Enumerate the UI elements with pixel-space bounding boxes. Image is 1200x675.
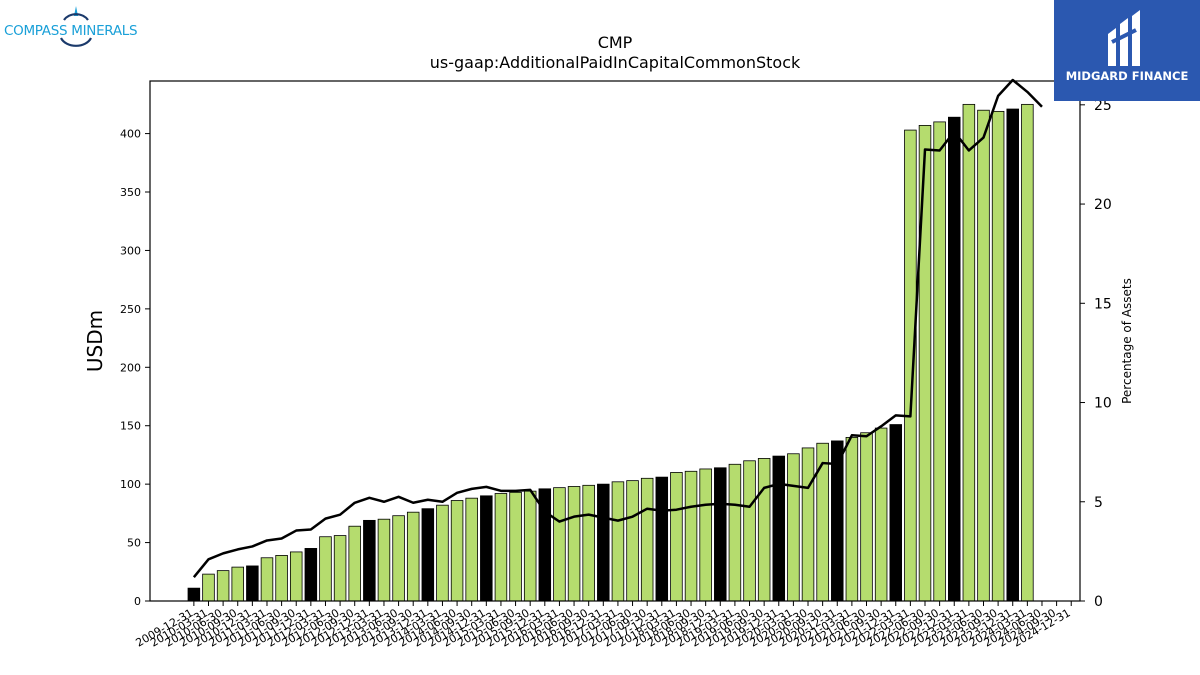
y-axis-label: USDm [83,310,107,372]
bar [655,476,669,602]
bar [991,110,1005,602]
bar [260,557,274,602]
bar [948,116,961,602]
bar [684,470,698,602]
bar [363,519,376,602]
bar [977,109,990,602]
bar [845,436,859,602]
bar [246,565,259,602]
bar [860,432,873,602]
y2-tick-label: 25 [1094,98,1112,114]
bar [918,125,932,602]
bar [275,555,288,602]
bar [421,508,435,602]
bar [728,463,742,602]
bar [699,468,712,602]
bar [889,424,903,602]
bar [480,495,493,602]
bar [494,493,508,602]
line-group [192,78,1043,578]
bar [597,483,610,602]
bar [377,518,391,602]
y-tick-label: 150 [120,420,141,433]
y-tick-label: 400 [120,128,141,141]
y-tick-label: 350 [120,186,141,199]
percentage-line [192,78,1043,578]
bar [231,566,244,602]
bar [319,536,332,602]
bar [1021,103,1034,602]
compass-minerals-logo: COMPASS MINERALS [4,4,154,54]
bar [611,481,625,602]
bar [640,477,654,602]
bar [216,570,230,602]
axes-group: 0 50 100 150 200 250 300 350 400 0 5 10 15 20 25 [120,80,1112,610]
y-tick-label: 0 [134,595,141,608]
y-tick-label: 300 [120,244,141,257]
bar [757,458,771,602]
bar [904,129,917,602]
y-tick-label: 250 [120,303,141,316]
bar [202,573,215,602]
y2-tick-label: 20 [1094,197,1112,213]
bar [304,548,318,602]
bar [626,480,639,602]
y2-axis-label: Percentage of Assets [1120,278,1134,404]
bar [582,484,595,602]
plot-frame [149,80,1081,602]
bar [465,497,478,602]
y2-tick-label: 15 [1094,296,1112,312]
y2-tick-label: 5 [1094,495,1103,511]
bar [333,535,347,602]
bar [962,103,976,602]
compass-minerals-wordmark: COMPASS MINERALS [4,23,138,39]
chart-subtitle: us-gaap:AdditionalPaidInCapitalCommonSto… [430,53,801,72]
x-ticks-group: 2009-12-312010-03-312010-06-302010-09-30… [133,601,1073,650]
bar [874,427,888,602]
bar [714,467,727,602]
y2-tick-label: 10 [1094,396,1112,412]
bar [816,442,829,602]
compass-icon [60,6,92,47]
bar [772,455,786,602]
bar [289,551,303,602]
bar [743,460,756,602]
bar [187,587,201,602]
y-tick-label: 200 [120,361,141,374]
bar [509,491,522,602]
bar [436,504,449,602]
bar [450,500,464,602]
chart-title: CMP [598,33,633,52]
midgard-finance-wordmark: MIDGARD FINANCE [1065,69,1189,83]
bar [406,511,420,602]
bar [670,472,683,602]
bar [348,525,361,602]
bar [392,515,405,602]
y-tick-label: 100 [120,478,141,491]
y2-tick-label: 0 [1094,594,1103,610]
bar [1006,108,1019,602]
bar [933,121,946,602]
bar [801,447,815,602]
bar [787,453,800,602]
bar [567,486,581,602]
y-tick-label: 50 [127,537,141,550]
bar [523,490,537,602]
bar [553,487,566,602]
midgard-finance-logo: MIDGARD FINANCE [1054,0,1200,101]
midgard-icon [1108,10,1140,66]
bars-group [187,103,1034,602]
